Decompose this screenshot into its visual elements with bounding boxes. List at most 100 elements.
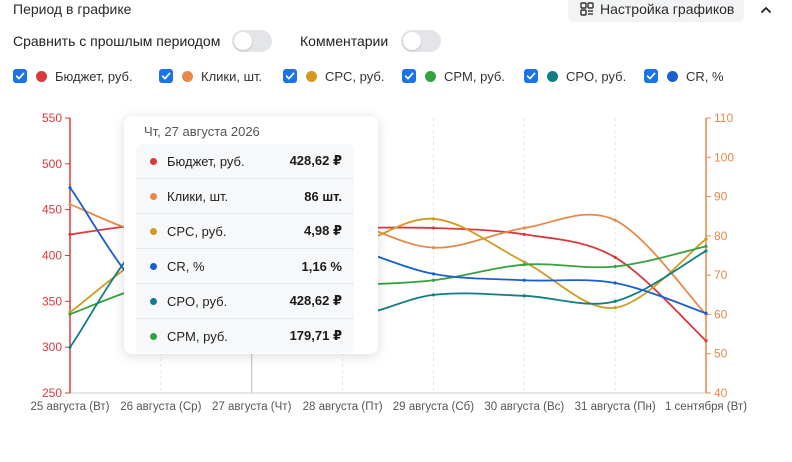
right-axis-tick-label: 80: [714, 229, 728, 243]
series-color-dot: [425, 70, 436, 82]
series-color-dot: [150, 227, 157, 235]
tooltip-series-name: CR, %: [167, 258, 205, 274]
series-point: [68, 186, 72, 190]
x-axis-tick-label: 1 сентября (Вт): [665, 401, 747, 413]
collapse-button[interactable]: [756, 2, 776, 18]
tooltip-row: Клики, шт. 86 шт.: [136, 179, 354, 214]
compare-label: Сравнить с прошлым периодом: [13, 33, 221, 49]
series-point: [68, 312, 72, 316]
series-point: [431, 246, 436, 250]
legend-label: CPM, руб.: [444, 68, 505, 84]
left-axis-tick-label: 250: [42, 386, 62, 400]
tooltip-series-value: 1,16 %: [301, 258, 342, 274]
series-point: [613, 264, 617, 269]
tooltip-row: CPO, руб. 428,62 ₽: [136, 284, 354, 319]
chart-tooltip: Чт, 27 августа 2026 Бюджет, руб. 428,62 ₽…: [124, 116, 378, 354]
switch-knob: [403, 32, 422, 50]
legend-item[interactable]: CR, %: [644, 66, 724, 86]
series-color-dot: [306, 70, 317, 82]
tooltip-series-value: 86 шт.: [304, 188, 342, 204]
series-color-dot: [150, 297, 157, 305]
checkbox-checked-icon[interactable]: [644, 69, 658, 83]
series-point: [431, 226, 436, 230]
left-axis-tick-label: 450: [42, 203, 62, 217]
comments-switch[interactable]: [401, 30, 442, 52]
series-point: [704, 244, 708, 248]
line-chart: 250 300 350 400 450 500 550 40 50 60 70 80 90 100 110 2…: [30, 111, 747, 413]
series-point: [704, 311, 708, 315]
series-point: [431, 272, 436, 276]
series-point: [522, 263, 526, 267]
checkbox-checked-icon[interactable]: [13, 69, 27, 83]
tooltip-rows: Бюджет, руб. 428,62 ₽ Клики, шт. 86 шт. CPC,…: [136, 144, 354, 353]
x-axis-tick-label: 28 августа (Пт): [303, 401, 383, 413]
compare-toggle-group: Сравнить с прошлым периодом: [13, 29, 273, 53]
series-point: [704, 339, 708, 343]
series-legend: Бюджет, руб. Клики, шт. CPC, руб. CPM, руб.…: [13, 66, 783, 86]
checkbox-checked-icon[interactable]: [159, 69, 173, 83]
right-axis-tick-label: 60: [714, 307, 728, 321]
series-color-dot: [547, 70, 558, 82]
legend-item[interactable]: CPO, руб.: [524, 66, 626, 86]
right-axis-tick-label: 40: [714, 386, 728, 400]
legend-item[interactable]: Бюджет, руб.: [13, 66, 133, 86]
left-axis-tick-label: 500: [42, 157, 62, 171]
chevron-up-icon: [761, 7, 771, 13]
comments-toggle-group: Комментарии: [300, 29, 442, 53]
tooltip-series-value: 4,98 ₽: [304, 223, 342, 238]
legend-item[interactable]: Клики, шт.: [159, 66, 262, 86]
series-point: [522, 278, 526, 282]
tooltip-row: CR, % 1,16 %: [136, 249, 354, 284]
x-axis-tick-label: 30 августа (Вс): [484, 401, 564, 413]
series-point: [613, 299, 617, 303]
legend-item[interactable]: CPC, руб.: [283, 66, 384, 86]
compare-switch[interactable]: [232, 30, 273, 52]
series-point: [68, 345, 72, 349]
right-axis-tick-label: 50: [714, 347, 728, 361]
tooltip-series-name: CPM, руб.: [167, 328, 228, 344]
series-color-dot: [182, 70, 193, 82]
tooltip-series-value: 179,71 ₽: [289, 328, 342, 343]
chart-settings-button[interactable]: Настройка графиков: [568, 0, 744, 22]
legend-label: CPO, руб.: [566, 68, 627, 84]
tooltip-row: Бюджет, руб. 428,62 ₽: [136, 144, 354, 179]
tooltip-series-name: CPC, руб.: [167, 223, 227, 239]
series-color-dot: [667, 70, 678, 82]
checkbox-checked-icon[interactable]: [402, 69, 416, 83]
tooltip-series-value: 428,62 ₽: [289, 293, 342, 308]
tooltip-series-name: Бюджет, руб.: [167, 153, 245, 169]
series-point: [704, 237, 708, 241]
chart-settings-label: Настройка графиков: [600, 1, 735, 17]
chart-header: Период в графике Настройка графиков: [0, 0, 792, 24]
period-title: Период в графике: [13, 1, 132, 17]
legend-item[interactable]: CPM, руб.: [402, 66, 505, 86]
legend-label: CR, %: [686, 68, 724, 84]
series-color-dot: [36, 70, 47, 82]
right-axis-tick-label: 70: [714, 268, 728, 282]
series-color-dot: [150, 157, 157, 165]
switch-knob: [234, 32, 253, 50]
series-point: [522, 232, 526, 237]
x-axis-tick-label: 31 августа (Пн): [575, 401, 656, 413]
series-point: [704, 249, 708, 253]
legend-label: Бюджет, руб.: [55, 68, 133, 84]
left-axis-tick-label: 350: [42, 294, 62, 308]
checkbox-checked-icon[interactable]: [524, 69, 538, 83]
left-axis-tick-label: 400: [42, 249, 62, 263]
series-point: [613, 306, 617, 310]
x-axis-tick-label: 25 августа (Вт): [30, 401, 109, 413]
series-point: [431, 278, 436, 282]
legend-label: CPC, руб.: [325, 68, 385, 84]
series-point: [522, 260, 526, 264]
grid-settings-icon: [580, 2, 594, 16]
legend-label: Клики, шт.: [201, 68, 263, 84]
tooltip-series-name: Клики, шт.: [167, 188, 229, 204]
series-color-dot: [150, 262, 157, 270]
right-axis-tick-label: 100: [714, 150, 734, 164]
right-axis-tick-label: 90: [714, 190, 728, 204]
series-point: [522, 294, 526, 298]
chart-toggles: Сравнить с прошлым периодом Комментарии: [13, 29, 773, 53]
checkbox-checked-icon[interactable]: [283, 69, 297, 83]
tooltip-row: CPC, руб. 4,98 ₽: [136, 214, 354, 249]
right-axis-tick-label: 110: [714, 111, 733, 125]
